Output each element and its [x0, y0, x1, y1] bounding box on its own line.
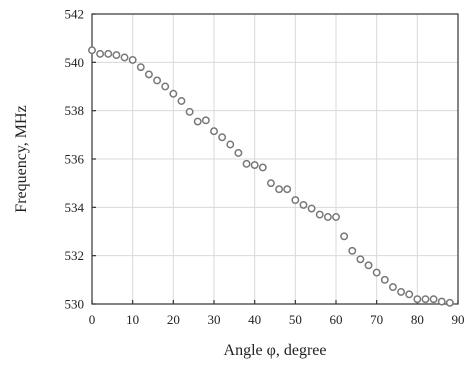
- y-tick-labels: 530 532 534 536 538 540 542: [65, 7, 85, 312]
- data-point: [242, 159, 251, 168]
- data-point: [356, 255, 365, 264]
- data-point: [307, 204, 316, 213]
- x-tick-label: 10: [126, 312, 139, 327]
- x-tick-label: 20: [167, 312, 180, 327]
- data-point: [291, 196, 300, 205]
- data-point: [429, 295, 438, 304]
- data-point: [364, 261, 373, 270]
- y-tick-label: 536: [65, 152, 85, 167]
- y-tick-label: 530: [65, 297, 85, 312]
- data-point: [169, 89, 178, 98]
- data-point: [112, 51, 121, 60]
- x-tick-label: 30: [208, 312, 221, 327]
- data-point: [153, 76, 162, 85]
- data-point: [136, 63, 145, 72]
- data-point: [380, 275, 389, 284]
- x-axis-title: Angle φ, degree: [224, 342, 327, 359]
- data-point: [388, 283, 397, 292]
- data-point: [177, 97, 186, 105]
- data-point: [283, 185, 292, 194]
- data-point: [128, 55, 137, 64]
- data-point: [372, 268, 381, 277]
- data-point: [445, 298, 454, 307]
- data-point: [88, 46, 96, 55]
- data-point: [421, 295, 430, 304]
- data-point: [226, 140, 235, 149]
- data-point: [144, 70, 153, 79]
- data-point: [96, 49, 105, 58]
- data-point: [413, 295, 422, 304]
- data-point: [266, 179, 275, 188]
- data-point: [104, 49, 113, 58]
- data-point: [340, 232, 349, 241]
- data-point: [332, 213, 340, 221]
- data-point: [234, 149, 243, 157]
- data-point: [348, 246, 357, 255]
- x-tick-label: 80: [411, 312, 424, 327]
- data-point: [437, 297, 446, 306]
- x-tick-label: 60: [330, 312, 343, 327]
- x-tick-label: 50: [289, 312, 302, 327]
- data-point: [258, 163, 267, 172]
- grid-lines: [92, 14, 458, 304]
- y-tick-label: 534: [65, 200, 85, 215]
- data-point: [210, 127, 218, 136]
- data-point: [315, 210, 324, 219]
- x-tick-label: 0: [89, 312, 96, 327]
- x-tick-labels: 0 10 20 30 40 50 60 70 80 90: [89, 312, 465, 327]
- y-tick-label: 532: [65, 248, 85, 263]
- data-point: [201, 116, 210, 125]
- data-point: [161, 82, 170, 91]
- data-point: [218, 133, 227, 142]
- data-point: [397, 287, 406, 296]
- data-point: [250, 161, 259, 169]
- data-point: [120, 53, 129, 62]
- y-tick-label: 538: [65, 103, 85, 118]
- x-tick-label: 90: [452, 312, 465, 327]
- x-tick-label: 40: [248, 312, 261, 327]
- data-point: [275, 185, 284, 194]
- y-tick-label: 542: [65, 7, 85, 22]
- x-tick-label: 70: [370, 312, 383, 327]
- y-axis-title: Frequency, MHz: [13, 105, 30, 212]
- y-tick-label: 540: [65, 55, 85, 70]
- data-point: [323, 213, 332, 221]
- data-point: [405, 290, 414, 299]
- data-point: [185, 107, 194, 116]
- data-point: [193, 117, 202, 126]
- data-points: [88, 46, 454, 307]
- data-point: [299, 200, 308, 209]
